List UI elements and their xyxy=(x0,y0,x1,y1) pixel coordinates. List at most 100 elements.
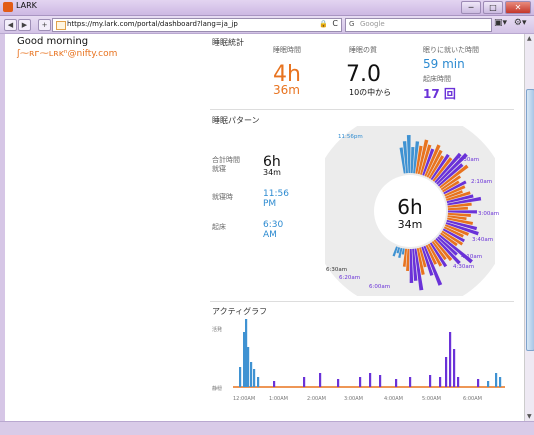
sleep-segment xyxy=(402,141,408,174)
activity-bar xyxy=(445,357,448,387)
google-icon: G xyxy=(349,20,355,28)
sleep-segment xyxy=(427,243,443,267)
activity-bar xyxy=(250,362,253,387)
sleep-segment xyxy=(444,224,470,236)
sleep-segment xyxy=(402,248,408,267)
quality-value: 7.0 xyxy=(346,62,381,87)
total-time-value: 6h xyxy=(263,154,281,170)
activity-x-label: 12:00AM xyxy=(233,396,256,402)
sleep-segment xyxy=(443,226,464,238)
sleep-segment xyxy=(396,247,401,254)
activity-chart xyxy=(233,319,505,388)
scroll-up-icon[interactable]: ▲ xyxy=(527,35,532,42)
activity-x-label: 6:00AM xyxy=(463,396,482,402)
greeting: Good morning xyxy=(17,36,89,47)
sleep-segment xyxy=(406,248,410,271)
sleep-segment xyxy=(447,210,477,214)
divider xyxy=(210,109,514,110)
activity-x-label: 5:00AM xyxy=(422,396,441,402)
sleep-segment xyxy=(446,219,478,231)
activity-bar xyxy=(245,319,248,387)
page-content: Good morning ʃ⁓ʀᴦ⁓ʟʀᴋⁿ@nifty.com 睡眠統計 睡眠… xyxy=(5,34,524,421)
sleep-segment xyxy=(409,248,414,283)
maximize-button[interactable]: □ xyxy=(483,1,503,14)
search-input[interactable]: G Google xyxy=(345,18,492,32)
activity-bar xyxy=(379,375,382,387)
window-titlebar: LARK ─ □ ✕ xyxy=(0,0,534,16)
activity-bar xyxy=(499,377,502,387)
sleep-segment xyxy=(446,191,471,201)
sleep-segment xyxy=(434,152,462,184)
sleep-segment xyxy=(428,155,445,179)
sleep-segment xyxy=(447,202,472,208)
activity-bar xyxy=(337,379,340,387)
sleep-segment xyxy=(439,164,469,189)
time-label-600am: 6:00am xyxy=(369,284,391,290)
sleep-segment xyxy=(440,232,458,247)
activity-x-label: 2:00AM xyxy=(307,396,326,402)
scroll-down-icon[interactable]: ▼ xyxy=(527,413,532,420)
sleep-segment xyxy=(399,147,406,174)
activity-bar xyxy=(457,377,460,387)
sleep-segment xyxy=(417,139,429,175)
activity-x-label: 4:00AM xyxy=(384,396,403,402)
sleep-segment xyxy=(446,194,474,204)
sleep-segment xyxy=(440,175,462,191)
address-text: https://my.lark.com/portal/dashboard?lan… xyxy=(67,20,238,28)
page-menu-icon[interactable]: ▣▾ xyxy=(494,18,508,28)
time-label-340am: 3:40am xyxy=(472,237,494,243)
address-bar[interactable]: https://my.lark.com/portal/dashboard?lan… xyxy=(52,18,342,32)
minimize-button[interactable]: ─ xyxy=(461,1,481,14)
new-tab-button[interactable]: + xyxy=(38,19,51,31)
sleep-segment xyxy=(437,163,464,187)
sleep-segment xyxy=(406,135,411,174)
activity-y-top: 活発 xyxy=(212,327,223,333)
scrollbar-thumb[interactable] xyxy=(526,89,534,351)
bedtime-label: 就寝時 xyxy=(212,193,233,201)
sleep-segment xyxy=(447,215,467,221)
sleep-segment xyxy=(422,148,435,176)
activity-bar xyxy=(487,381,490,387)
activity-bar xyxy=(495,373,498,387)
activity-bar xyxy=(253,369,256,387)
quality-sub: 10の中から xyxy=(349,88,392,97)
activity-x-label: 3:00AM xyxy=(344,396,363,402)
time-label-300am: 3:00am xyxy=(478,211,500,217)
time-label-210am: 2:10am xyxy=(471,179,493,185)
window-title: LARK xyxy=(16,1,37,10)
app-icon xyxy=(3,2,13,12)
back-button[interactable]: ◀ xyxy=(4,19,17,31)
sleep-minutes: 36m xyxy=(273,83,300,97)
total-time-sub: 34m xyxy=(263,168,281,177)
woke-label: 起床時間 xyxy=(423,75,451,83)
sleep-segment xyxy=(424,144,441,177)
sleep-segment xyxy=(431,241,447,261)
time-label-620am: 6:20am xyxy=(339,275,361,281)
woke-value: 17 回 xyxy=(423,87,456,101)
activity-bar xyxy=(359,377,362,387)
time-label-1156pm: 11:56pm xyxy=(338,134,363,140)
divider xyxy=(210,301,514,302)
close-button[interactable]: ✕ xyxy=(505,1,531,14)
activity-bar xyxy=(319,373,322,387)
pattern-section-title: 睡眠パターン xyxy=(212,116,260,125)
sleep-segment xyxy=(416,248,425,275)
sleep-hours: 4h xyxy=(273,62,301,87)
sleep-segment xyxy=(443,180,467,195)
sleep-segment xyxy=(414,248,424,291)
sleep-segment xyxy=(412,248,418,281)
sleep-segment xyxy=(398,247,403,259)
activity-bar xyxy=(247,347,250,387)
reload-button[interactable]: C xyxy=(332,19,338,28)
tools-menu-icon[interactable]: ⚙▾ xyxy=(513,18,527,28)
activity-bar xyxy=(257,377,260,387)
activity-bar xyxy=(273,381,276,387)
sleep-segment xyxy=(447,217,474,226)
activity-bar xyxy=(477,379,480,387)
sleep-segment xyxy=(392,246,398,257)
time-label-410am: 4:10am xyxy=(461,254,483,260)
vertical-scrollbar[interactable]: ▲ ▼ xyxy=(524,34,534,421)
forward-button[interactable]: ▶ xyxy=(18,19,31,31)
activity-section-title: アクティグラフ xyxy=(212,307,268,316)
